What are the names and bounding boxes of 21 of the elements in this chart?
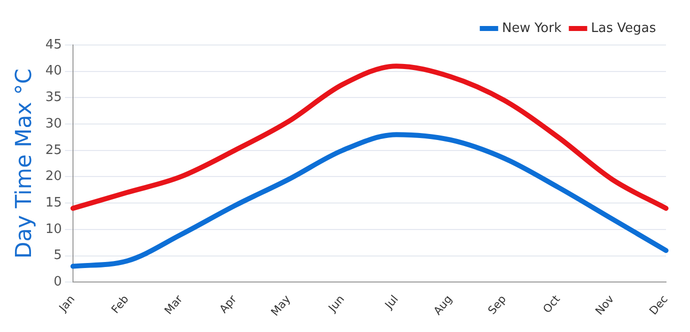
y-tick-label: 30 bbox=[45, 116, 62, 132]
y-tick-label: 15 bbox=[45, 195, 62, 210]
y-tick-label: 0 bbox=[54, 274, 62, 290]
x-tick-label: Feb bbox=[108, 292, 132, 316]
x-tick-label: Apr bbox=[216, 292, 240, 316]
x-tick-label: Dec bbox=[646, 292, 670, 318]
legend-label: New York bbox=[502, 20, 562, 36]
legend-label: Las Vegas bbox=[591, 20, 656, 36]
x-tick-label: Jul bbox=[382, 292, 401, 312]
y-tick-label: 35 bbox=[45, 90, 62, 106]
y-tick-label: 10 bbox=[45, 222, 62, 237]
x-tick-label: Jan bbox=[56, 292, 78, 315]
y-tick-label: 25 bbox=[45, 142, 62, 158]
x-tick-label: Jun bbox=[325, 292, 348, 316]
y-tick-label: 20 bbox=[45, 169, 62, 184]
y-tick-label: 45 bbox=[45, 37, 62, 52]
x-tick-label: Oct bbox=[540, 292, 564, 316]
x-tick-label: Sep bbox=[485, 292, 509, 317]
y-tick-label: 40 bbox=[45, 64, 62, 79]
y-tick-label: 5 bbox=[54, 248, 62, 264]
y-axis-title: Day Time Max °C bbox=[12, 68, 37, 259]
